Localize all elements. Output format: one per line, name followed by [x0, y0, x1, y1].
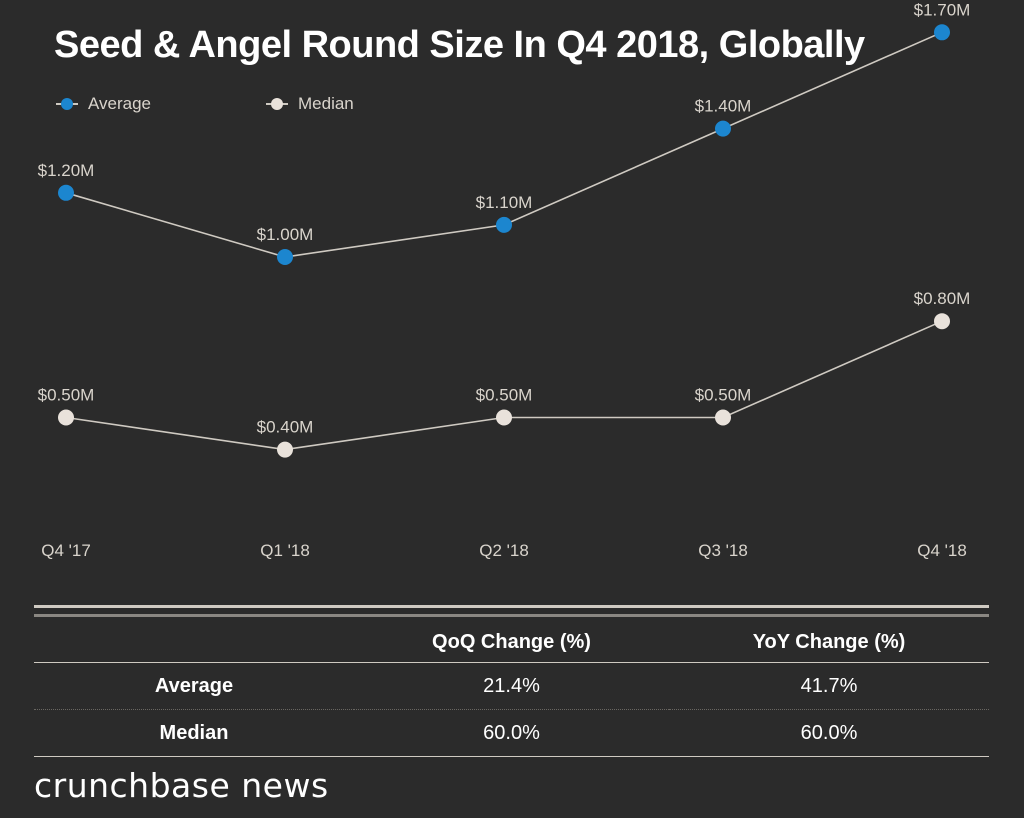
legend: Average Median [56, 94, 456, 118]
data-label-median: $0.80M [914, 289, 971, 308]
data-point-average [715, 120, 731, 137]
x-tick-label: Q3 '18 [698, 541, 748, 560]
data-label-median: $0.50M [38, 386, 95, 405]
data-label-average: $1.20M [38, 161, 95, 180]
table-header-yoy: YoY Change (%) [669, 622, 989, 663]
table-cell: 21.4% [354, 662, 669, 710]
x-tick-label: Q4 '18 [917, 541, 967, 560]
data-point-median [496, 409, 512, 426]
data-point-median [58, 409, 74, 426]
legend-average-marker-icon [56, 97, 78, 111]
table-header-blank [34, 622, 354, 663]
data-point-average [277, 249, 293, 265]
legend-item-average: Average [56, 94, 151, 114]
data-point-median [277, 441, 293, 458]
data-label-average: $1.70M [914, 0, 971, 19]
divider-top [34, 605, 989, 608]
data-label-median: $0.50M [476, 386, 533, 405]
data-point-average [58, 184, 74, 201]
chart-title: Seed & Angel Round Size In Q4 2018, Glob… [54, 24, 865, 66]
data-label-median: $0.50M [695, 386, 752, 405]
data-label-average: $1.00M [257, 225, 314, 244]
change-table: QoQ Change (%) YoY Change (%) Average 21… [34, 622, 989, 757]
data-point-median [715, 409, 731, 426]
table-row: Median 60.0% 60.0% [34, 709, 989, 757]
table-row: Average 21.4% 41.7% [34, 662, 989, 710]
line-chart: $1.20M $1.00M $1.10M $1.40M $1.70M $0.50M $0.4… [38, 0, 971, 560]
data-label-median: $0.40M [257, 418, 314, 437]
data-label-average: $1.40M [695, 97, 752, 116]
x-tick-label: Q2 '18 [479, 541, 529, 560]
table-row-label: Average [34, 662, 354, 710]
brand-logo: crunchbase news [34, 766, 329, 805]
data-point-median [934, 313, 950, 330]
data-point-average [934, 24, 950, 41]
legend-average-label: Average [88, 94, 152, 113]
legend-median-label: Median [298, 94, 354, 113]
data-point-average [496, 216, 512, 233]
table-cell: 60.0% [354, 709, 669, 757]
table-cell: 41.7% [669, 662, 989, 710]
legend-median-marker-icon [266, 97, 288, 111]
legend-item-median: Median [266, 94, 354, 114]
table-header-qoq: QoQ Change (%) [354, 622, 669, 663]
x-tick-label: Q4 '17 [41, 541, 91, 560]
divider-bottom [34, 614, 989, 617]
table-cell: 60.0% [669, 709, 989, 757]
table-header-row: QoQ Change (%) YoY Change (%) [34, 622, 989, 663]
x-tick-label: Q1 '18 [260, 541, 310, 560]
table-row-label: Median [34, 709, 354, 757]
data-label-average: $1.10M [476, 193, 533, 212]
